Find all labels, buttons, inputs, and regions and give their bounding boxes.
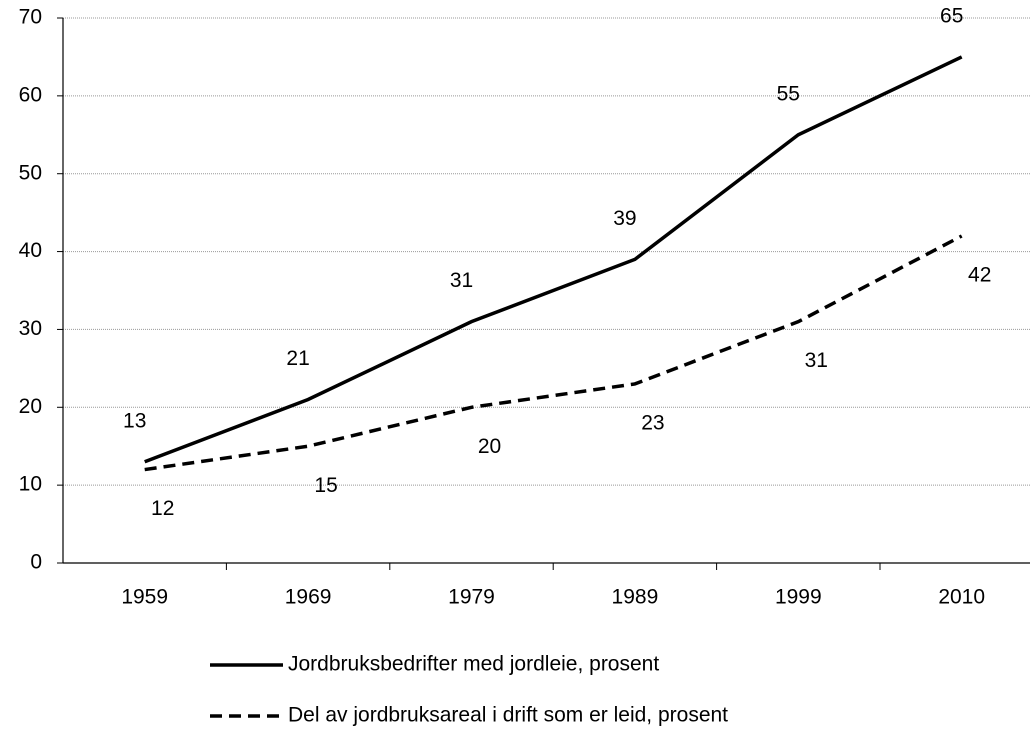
- y-tick-label: 60: [19, 83, 42, 106]
- data-label: 55: [777, 82, 800, 105]
- y-tick-label: 70: [19, 6, 42, 29]
- legend-label: Del av jordbruksareal i drift som er lei…: [288, 704, 728, 727]
- data-label: 42: [968, 264, 991, 287]
- data-label: 31: [450, 269, 473, 292]
- x-tick-label: 1979: [448, 586, 495, 609]
- data-label: 39: [613, 207, 636, 230]
- series-line: [144, 55, 963, 464]
- data-label: 31: [805, 349, 828, 372]
- data-label: 21: [286, 347, 309, 370]
- series-line: [144, 234, 963, 472]
- x-tick-label: 1959: [121, 586, 168, 609]
- y-tick-label: 0: [30, 551, 42, 574]
- y-tick-label: 10: [19, 473, 42, 496]
- legend-label: Jordbruksbedrifter med jordleie, prosent: [288, 653, 659, 676]
- y-tick-label: 20: [19, 395, 42, 418]
- x-tick-label: 1989: [612, 586, 659, 609]
- y-tick-label: 40: [19, 239, 42, 262]
- x-tick-label: 2010: [938, 586, 985, 609]
- data-label: 12: [151, 497, 174, 520]
- y-tick-label: 50: [19, 161, 42, 184]
- x-tick-label: 1999: [775, 586, 822, 609]
- data-label: 15: [314, 474, 337, 497]
- y-tick-label: 30: [19, 317, 42, 340]
- data-label: 65: [940, 4, 963, 27]
- data-label: 13: [123, 409, 146, 432]
- data-label: 20: [478, 435, 501, 458]
- data-label: 23: [641, 411, 664, 434]
- x-tick-label: 1969: [285, 586, 332, 609]
